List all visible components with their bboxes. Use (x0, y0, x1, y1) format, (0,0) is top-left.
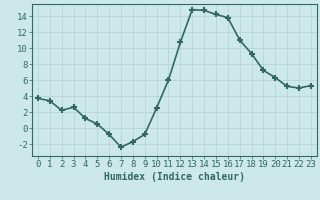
X-axis label: Humidex (Indice chaleur): Humidex (Indice chaleur) (104, 172, 245, 182)
